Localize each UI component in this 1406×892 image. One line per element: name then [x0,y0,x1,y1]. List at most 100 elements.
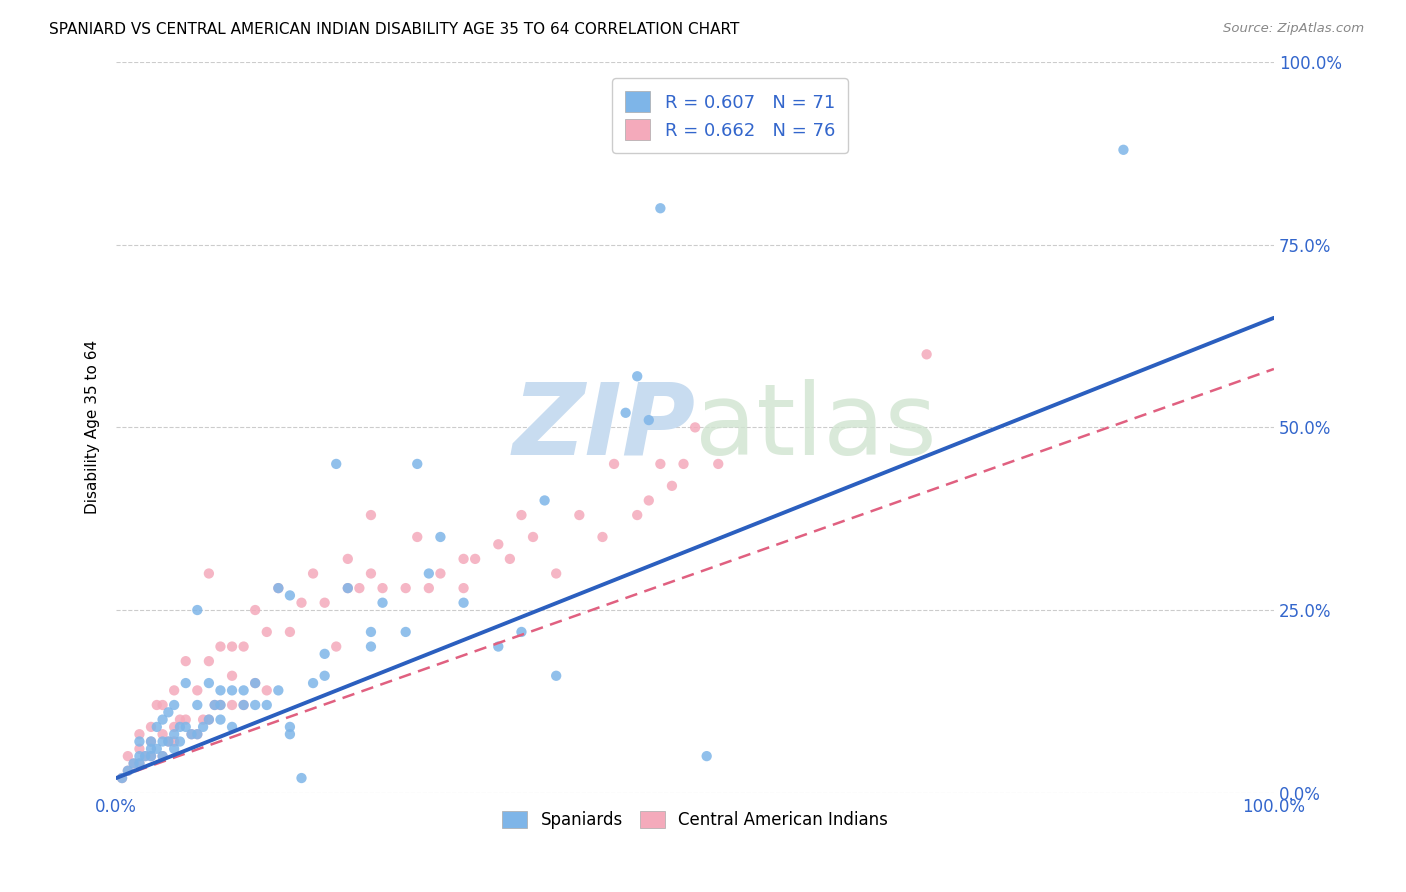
Text: SPANIARD VS CENTRAL AMERICAN INDIAN DISABILITY AGE 35 TO 64 CORRELATION CHART: SPANIARD VS CENTRAL AMERICAN INDIAN DISA… [49,22,740,37]
Point [256,624,278,639]
Point [349,581,371,595]
Point [204,698,226,712]
Point [209,698,232,712]
Point [221,720,243,734]
Point [406,457,429,471]
Point [486,537,509,551]
Point [360,508,382,522]
Point [152,749,174,764]
Point [245,603,267,617]
Point [152,749,174,764]
Point [174,720,197,734]
Text: ZIP: ZIP [512,379,695,476]
Point [232,640,254,654]
Point [157,734,180,748]
Point [117,764,139,778]
Point [186,727,208,741]
Point [128,756,150,771]
Point [139,734,162,748]
Point [429,530,451,544]
Point [198,566,221,581]
Point [152,727,174,741]
Point [186,698,208,712]
Point [163,698,186,712]
Point [464,552,486,566]
Point [325,640,347,654]
Point [915,347,938,361]
Point [139,749,162,764]
Point [146,741,169,756]
Text: Source: ZipAtlas.com: Source: ZipAtlas.com [1223,22,1364,36]
Text: atlas: atlas [695,379,936,476]
Point [139,741,162,756]
Point [290,596,312,610]
Point [1112,143,1135,157]
Point [302,566,325,581]
Point [191,720,214,734]
Point [117,764,139,778]
Point [152,713,174,727]
Point [302,676,325,690]
Point [267,581,290,595]
Point [395,624,418,639]
Point [510,624,533,639]
Point [209,683,232,698]
Point [683,420,706,434]
Point [256,698,278,712]
Point [278,727,301,741]
Point [174,654,197,668]
Point [603,457,626,471]
Point [122,756,145,771]
Point [209,640,232,654]
Point [139,720,162,734]
Point [245,676,267,690]
Point [186,727,208,741]
Point [637,493,659,508]
Point [134,749,156,764]
Point [696,749,718,764]
Point [209,698,232,712]
Point [707,457,730,471]
Point [290,771,312,785]
Point [546,566,568,581]
Point [204,698,226,712]
Point [128,727,150,741]
Point [128,749,150,764]
Point [360,624,382,639]
Point [186,683,208,698]
Point [256,683,278,698]
Point [221,683,243,698]
Point [111,771,134,785]
Point [180,727,202,741]
Point [661,479,683,493]
Point [637,413,659,427]
Point [174,676,197,690]
Point [371,581,394,595]
Point [418,566,440,581]
Point [533,493,555,508]
Point [198,713,221,727]
Point [221,698,243,712]
Point [191,713,214,727]
Point [146,720,169,734]
Point [371,596,394,610]
Point [128,741,150,756]
Point [453,596,475,610]
Point [314,596,336,610]
Point [267,683,290,698]
Point [314,647,336,661]
Point [128,734,150,748]
Point [614,406,637,420]
Point [650,457,672,471]
Point [325,457,347,471]
Point [336,581,359,595]
Point [522,530,544,544]
Y-axis label: Disability Age 35 to 64: Disability Age 35 to 64 [86,341,100,515]
Point [180,727,202,741]
Point [163,727,186,741]
Point [232,698,254,712]
Point [169,713,191,727]
Point [163,741,186,756]
Point [453,581,475,595]
Point [157,734,180,748]
